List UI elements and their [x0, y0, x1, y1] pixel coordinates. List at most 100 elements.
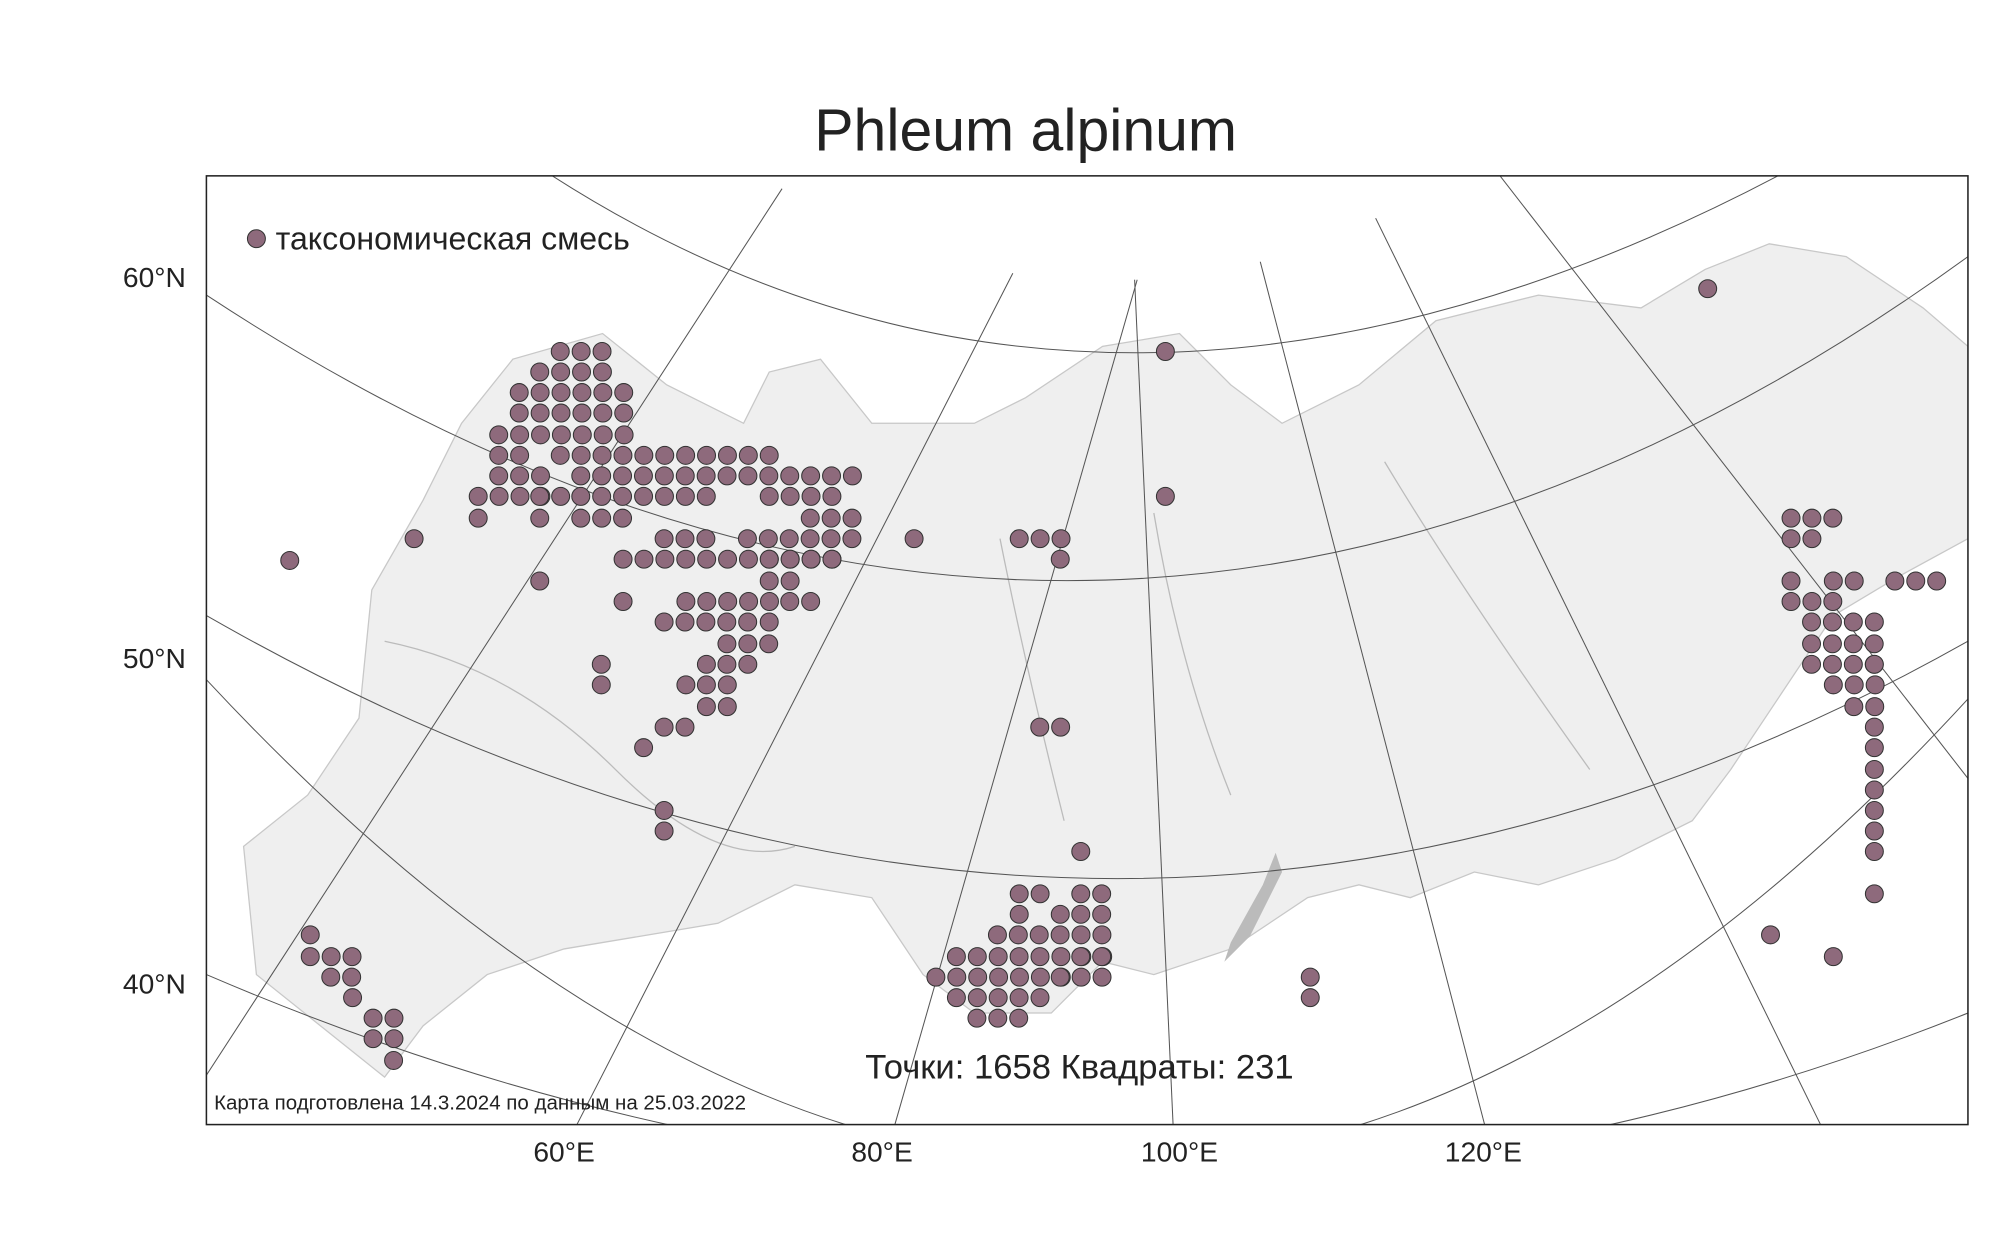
occurrence-dot [1822, 654, 1842, 674]
occurrence-dot [946, 988, 966, 1008]
occurrence-dot [1864, 821, 1884, 841]
occurrence-dot [384, 1050, 404, 1070]
occurrence-dot [696, 529, 716, 549]
occurrence-dot [822, 549, 842, 569]
occurrence-dot [1864, 654, 1884, 674]
occurrence-dot [697, 592, 717, 611]
occurrence-dot [1781, 529, 1801, 549]
occurrence-dot [1009, 947, 1029, 967]
occurrence-dot [634, 445, 654, 465]
occurrence-dot [759, 466, 779, 486]
occurrence-dot [1051, 529, 1071, 549]
occurrence-dot [1844, 675, 1864, 695]
occurrence-dot [801, 486, 821, 506]
occurrence-dot [696, 486, 716, 506]
occurrence-dot [1009, 1008, 1029, 1028]
occurrence-dot [1823, 947, 1843, 967]
occurrence-dot [1698, 279, 1718, 299]
occurrence-dot [696, 466, 716, 486]
lon-label: 80°E [851, 1136, 912, 1168]
occurrence-dot [654, 612, 674, 632]
occurrence-dot [676, 592, 696, 611]
points-label: Точки: [865, 1049, 964, 1087]
occurrence-dot [654, 529, 674, 549]
occurrence-dot [1092, 925, 1112, 945]
occurrence-dot [531, 425, 551, 445]
occurrence-dot [717, 654, 737, 674]
occurrence-dot [697, 549, 717, 569]
occurrence-dot [363, 1029, 383, 1049]
occurrence-dot [571, 445, 591, 465]
occurrence-dot [800, 508, 820, 528]
occurrence-dot [571, 342, 591, 361]
occurrence-dot [967, 988, 987, 1008]
occurrence-dot [1092, 967, 1112, 987]
occurrence-dot [1865, 675, 1885, 695]
occurrence-dot [1761, 925, 1780, 945]
occurrence-dot [509, 383, 529, 403]
occurrence-dot [1071, 925, 1091, 945]
occurrence-dot [822, 486, 842, 506]
occurrence-dot [1781, 571, 1801, 591]
occurrence-dot [571, 486, 591, 506]
occurrence-dot [1050, 549, 1070, 569]
occurrence-dot [801, 549, 821, 569]
occurrence-dot [593, 425, 613, 445]
occurrence-dot [718, 549, 738, 569]
occurrence-dot [842, 529, 862, 549]
occurrence-dot [592, 362, 612, 382]
occurrence-dot [1010, 967, 1029, 987]
occurrence-dot [717, 466, 737, 486]
occurrence-dot [1092, 904, 1112, 924]
occurrence-dot [593, 383, 613, 403]
occurrence-dot [404, 529, 424, 549]
occurrence-dot [1864, 612, 1884, 632]
occurrence-dot [1030, 717, 1050, 737]
occurrence-dot [510, 486, 530, 506]
occurrence-dot [780, 486, 800, 506]
occurrence-dot [530, 362, 550, 382]
occurrence-dot [780, 549, 800, 569]
occurrence-dot [614, 403, 634, 423]
occurrence-dot [1030, 884, 1050, 904]
occurrence-dot [1885, 571, 1905, 591]
occurrence-dot [759, 634, 779, 654]
occurrence-dot [1802, 654, 1822, 674]
occurrence-dot [572, 362, 592, 382]
occurrence-dot [1802, 634, 1822, 654]
occurrence-dot [1030, 967, 1050, 987]
occurrence-dot [1009, 904, 1029, 924]
occurrence-dot [592, 486, 612, 506]
occurrence-dot [613, 508, 633, 528]
occurrence-dot [634, 549, 654, 569]
occurrence-dot [1802, 592, 1822, 611]
occurrence-dot [300, 947, 320, 967]
occurrence-dot [717, 634, 737, 654]
lon-label: 120°E [1445, 1136, 1522, 1168]
occurrence-dot [1823, 508, 1843, 528]
occurrence-dot [696, 654, 716, 674]
occurrence-dot [551, 403, 571, 423]
squares-label: Квадраты: [1061, 1049, 1227, 1087]
occurrence-dot [947, 967, 967, 987]
occurrence-dot [1864, 884, 1884, 904]
occurrence-dot [531, 466, 551, 486]
occurrence-dot [717, 445, 737, 465]
occurrence-dot [1051, 717, 1071, 737]
land [242, 243, 1968, 1079]
occurrence-dot [1030, 947, 1050, 967]
occurrence-dot [988, 947, 1008, 967]
occurrence-dot [572, 403, 592, 423]
occurrence-dot [572, 383, 592, 403]
occurrence-dot [592, 508, 612, 528]
occurrence-dot [489, 445, 509, 465]
occurrence-dot [343, 988, 363, 1008]
occurrence-dot [800, 529, 820, 549]
occurrence-dot [613, 549, 633, 569]
occurrence-dot [676, 549, 696, 569]
occurrence-dot [654, 800, 674, 820]
occurrence-dot [801, 466, 821, 486]
stats: Точки: 1658 Квадраты: 231 [865, 1049, 1293, 1087]
occurrence-dot [1823, 571, 1843, 591]
